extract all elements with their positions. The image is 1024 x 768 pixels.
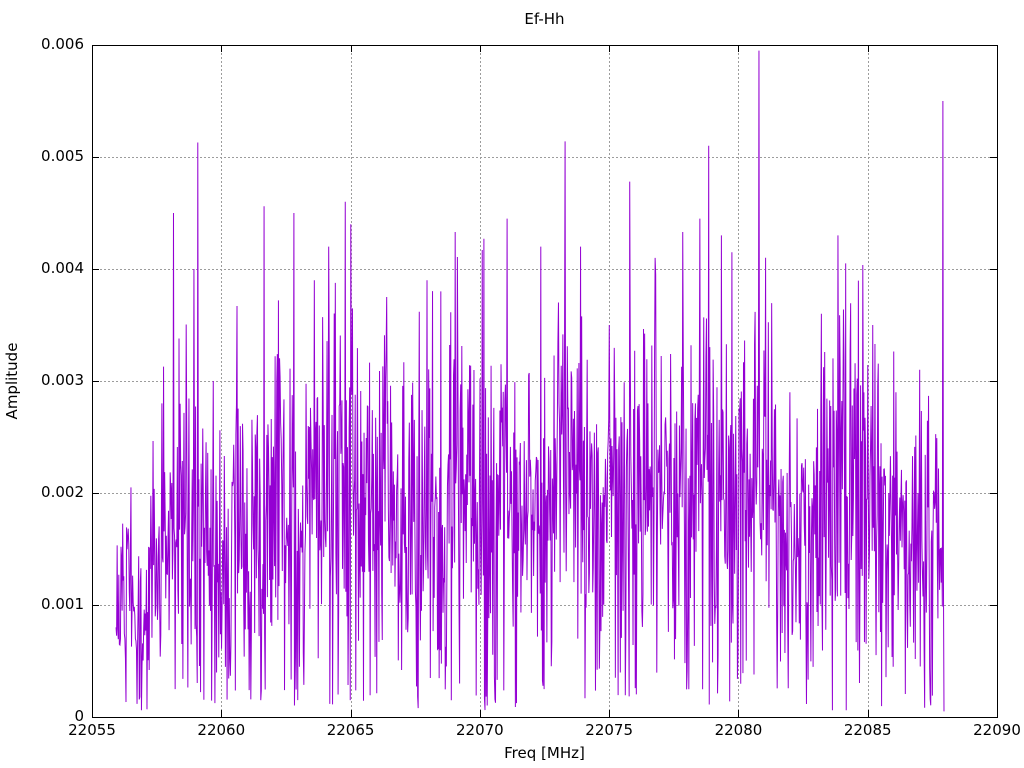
y-tick-label: 0.004 (41, 259, 84, 277)
x-tick-label: 22090 (973, 721, 1021, 739)
x-tick-label: 22065 (326, 721, 375, 739)
x-tick-label: 22060 (197, 721, 246, 739)
amplitude-trace (115, 50, 945, 712)
x-tick-label: 22085 (843, 721, 892, 739)
y-tick-label: 0.005 (41, 147, 84, 165)
x-tick-label: 22075 (585, 721, 633, 739)
tick-marks (92, 45, 998, 718)
x-tick-label: 22070 (455, 721, 504, 739)
y-tick-label: 0.001 (41, 595, 84, 613)
y-tick-label: 0.006 (41, 35, 84, 53)
chart-title: Ef-Hh (524, 10, 565, 28)
y-tick-label: 0 (74, 707, 84, 725)
x-tick-label: 22080 (714, 721, 763, 739)
y-tick-label: 0.002 (41, 483, 84, 501)
x-axis-label: Freq [MHz] (504, 744, 585, 762)
y-tick-label: 0.003 (41, 371, 84, 389)
x-tick-label: 22055 (68, 721, 116, 739)
